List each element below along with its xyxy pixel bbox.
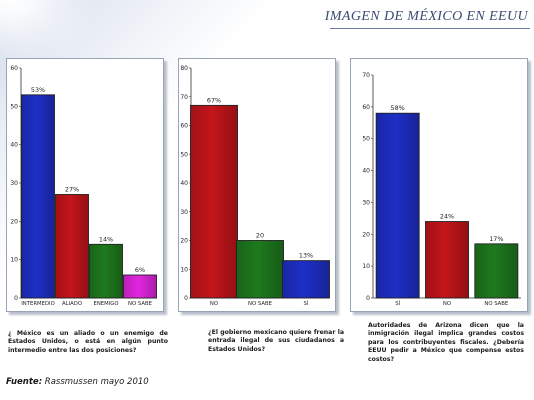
- bar-sí: [375, 112, 420, 299]
- y-tick-label: 20: [362, 231, 370, 238]
- value-label: 17%: [489, 235, 503, 243]
- bar-no: [190, 104, 238, 299]
- bar-intermedio: [21, 94, 55, 299]
- y-tick-label: 40: [362, 168, 370, 175]
- category-label: INTERMEDIO: [21, 301, 55, 307]
- bar-no-sabe: [123, 274, 157, 299]
- category-label: NO SABE: [248, 301, 273, 307]
- y-tick-label: 20: [10, 218, 18, 225]
- category-label: NO SABE: [128, 301, 153, 307]
- y-tick-label: 0: [366, 295, 370, 302]
- y-tick-label: 30: [180, 209, 188, 216]
- chart-compensar-costos: 0 10 20 30 40 50 60 70 58% SÍ 24% NO 17% NO SABE: [362, 72, 521, 307]
- chart-aliado-enemigo: 0 10 20 30 40 50 60 53% INTERMEDIO 27% ALIADO 14% EN…: [10, 65, 157, 307]
- source-label: Fuente:: [6, 377, 43, 387]
- value-label: 27%: [65, 186, 79, 194]
- bar-no-sabe: [474, 243, 519, 299]
- y-tick-label: 70: [362, 72, 370, 79]
- category-label: NO SABE: [484, 301, 509, 307]
- value-label: 20: [256, 232, 264, 240]
- y-tick-label: 80: [180, 65, 188, 72]
- caption-question-1: ¿ México es un aliado o un enemigo de Es…: [8, 330, 168, 354]
- bar-aliado: [55, 194, 89, 299]
- value-label: 53%: [31, 86, 45, 94]
- chart-frenar-entrada: 0 10 20 30 40 50 60 70 80 67% NO 20 NO SABE 13% SÍ: [180, 65, 330, 307]
- y-tick-label: 40: [10, 142, 18, 149]
- value-label: 58%: [391, 104, 405, 112]
- y-tick-label: 10: [362, 263, 370, 270]
- y-tick-label: 60: [10, 65, 18, 72]
- source-text: Rassmussen mayo 2010: [44, 377, 149, 387]
- category-label: NO: [443, 301, 451, 307]
- y-tick-label: 0: [14, 295, 18, 302]
- y-tick-label: 50: [362, 136, 370, 143]
- category-label: SÍ: [304, 300, 309, 307]
- value-label: 14%: [99, 235, 113, 243]
- category-label: ENEMIGO: [93, 301, 118, 307]
- header-rule: [330, 28, 530, 29]
- bar-sí: [282, 260, 330, 299]
- chart-panel-compensar-costos: 0 10 20 30 40 50 60 70 58% SÍ 24% NO 17% NO SABE: [350, 58, 528, 312]
- slide-title: IMAGEN DE MÉXICO EN EEUU: [324, 9, 528, 24]
- chart-panel-aliado-enemigo: 0 10 20 30 40 50 60 53% INTERMEDIO 27% ALIADO 14% EN…: [6, 58, 164, 312]
- chart-panel-frenar-entrada: 0 10 20 30 40 50 60 70 80 67% NO 20 NO SABE 13% SÍ: [178, 58, 336, 312]
- y-tick-label: 10: [10, 257, 18, 264]
- value-label: 6%: [135, 266, 145, 274]
- bar-enemigo: [89, 243, 123, 299]
- bar-no: [425, 221, 469, 299]
- category-label: ALIADO: [62, 301, 82, 307]
- caption-question-2: ¿El gobierno mexicano quiere frenar la e…: [208, 329, 344, 353]
- y-tick-label: 30: [10, 180, 18, 187]
- y-tick-label: 70: [180, 94, 188, 101]
- category-label: NO: [210, 301, 218, 307]
- value-label: 67%: [207, 96, 221, 104]
- y-tick-label: 60: [362, 104, 370, 111]
- bar-no-sabe: [236, 240, 284, 299]
- y-tick-label: 30: [362, 199, 370, 206]
- source-line: Fuente: Rassmussen mayo 2010: [6, 377, 149, 387]
- y-tick-label: 40: [180, 180, 188, 187]
- y-tick-label: 60: [180, 123, 188, 130]
- y-tick-label: 20: [180, 238, 188, 245]
- value-label: 13%: [299, 252, 313, 260]
- y-tick-label: 10: [180, 266, 188, 273]
- y-tick-label: 0: [184, 295, 188, 302]
- category-label: SÍ: [395, 300, 400, 307]
- value-label: 24%: [440, 213, 454, 221]
- y-tick-label: 50: [180, 151, 188, 158]
- caption-question-3: Autoridades de Arizona dicen que la inmi…: [368, 322, 524, 363]
- y-tick-label: 50: [10, 103, 18, 110]
